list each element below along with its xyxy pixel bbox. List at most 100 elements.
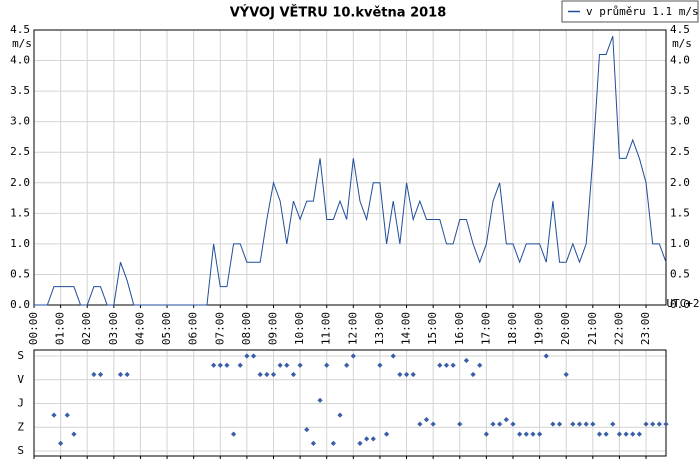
direction-point [230, 431, 237, 437]
legend-label: v průměru 1.1 m/s [586, 5, 699, 18]
direction-point [297, 362, 303, 368]
direction-point [244, 353, 250, 359]
y-tick-label-right: 4.5 [670, 23, 690, 36]
direction-point [390, 353, 396, 359]
y-tick-label: 0.5 [10, 267, 30, 280]
direction-point [656, 421, 662, 427]
y-tick-label-right: 2.0 [670, 176, 690, 189]
x-tick-label: 10:00 [293, 312, 306, 345]
x-tick-label: 04:00 [133, 312, 146, 345]
direction-point [344, 362, 350, 368]
direction-point [543, 353, 549, 359]
y-tick-label: 4.0 [10, 54, 30, 67]
direction-point [437, 362, 443, 368]
direction-point [290, 371, 297, 378]
y-tick-label: 0.0 [10, 298, 30, 311]
direction-point [463, 357, 470, 364]
y-tick-label-right: 2.5 [670, 145, 690, 158]
y-tick-label-right: 3.5 [670, 84, 690, 97]
x-tick-label: 12:00 [346, 312, 359, 345]
x-tick-label: 23:00 [639, 312, 652, 345]
y-tick-label-right: 1.0 [670, 237, 690, 250]
direction-point [377, 362, 383, 368]
direction-point [497, 421, 503, 427]
x-tick-label: 01:00 [54, 312, 67, 345]
x-tick-label: 22:00 [612, 312, 625, 345]
x-tick-label: 19:00 [533, 312, 546, 345]
direction-point [563, 371, 569, 378]
direction-point [550, 421, 556, 427]
x-axis-label: UTC+2 [666, 297, 699, 310]
direction-point [317, 397, 323, 403]
y-tick-label: 3.5 [10, 84, 30, 97]
direction-point [630, 431, 636, 437]
x-tick-label: 06:00 [187, 312, 200, 345]
x-tick-label: 15:00 [426, 312, 439, 345]
direction-point [443, 362, 450, 368]
x-tick-label: 14:00 [400, 312, 413, 345]
direction-point [663, 421, 669, 427]
y-tick-label: S [17, 349, 24, 362]
y-tick-label: Z [17, 420, 24, 433]
y-axis-label-right: m/s [672, 37, 692, 50]
x-tick-label: 02:00 [80, 312, 93, 345]
y-tick-label: S [17, 444, 24, 457]
direction-point [517, 431, 523, 437]
direction-point [423, 416, 430, 423]
direction-point [616, 431, 623, 437]
direction-point [650, 421, 656, 427]
direction-point [483, 431, 489, 437]
y-tick-label-right: 0.0 [670, 298, 690, 311]
direction-point [71, 431, 77, 437]
direction-point [284, 362, 290, 368]
y-tick-label: 4.5 [10, 23, 30, 36]
x-tick-label: 07:00 [213, 312, 226, 345]
direction-point [530, 431, 536, 437]
x-tick-label: 00:00 [27, 312, 40, 345]
x-tick-label: 20:00 [559, 312, 572, 345]
direction-point [596, 431, 603, 437]
direction-point [643, 421, 649, 427]
direction-point [490, 421, 496, 427]
direction-point [383, 431, 390, 437]
y-tick-label-right: 3.0 [670, 115, 690, 128]
direction-point [570, 421, 576, 427]
x-tick-label: 03:00 [107, 312, 120, 345]
y-tick-label-right: 4.0 [670, 54, 690, 67]
direction-point [357, 440, 363, 446]
direction-point [523, 431, 529, 437]
direction-point [623, 431, 629, 437]
y-tick-label: 2.5 [10, 145, 30, 158]
wind-line [34, 35, 667, 306]
direction-point [237, 362, 243, 368]
x-tick-label: 21:00 [586, 312, 599, 345]
y-axis-label: m/s [12, 37, 32, 50]
x-tick-label: 09:00 [266, 312, 279, 345]
direction-point [250, 353, 257, 359]
direction-point [364, 436, 370, 442]
legend-box [561, 0, 699, 23]
direction-point [556, 421, 563, 427]
plot-frame [33, 349, 667, 457]
direction-point [97, 371, 104, 378]
direction-point [397, 371, 403, 378]
direction-point [264, 371, 270, 378]
direction-point [224, 362, 230, 368]
direction-point [417, 421, 423, 427]
direction-point [270, 371, 277, 378]
direction-point [64, 412, 70, 418]
direction-point [403, 371, 410, 378]
direction-point [124, 371, 130, 378]
y-tick-label: J [17, 397, 24, 410]
direction-point [450, 362, 456, 368]
y-tick-label: 3.0 [10, 115, 30, 128]
x-tick-label: 08:00 [240, 312, 253, 345]
direction-point [576, 421, 583, 427]
direction-point [277, 362, 283, 368]
direction-point [91, 371, 97, 378]
chart-title: VÝVOJ VĚTRU 10.května 2018 [230, 5, 447, 21]
direction-point [477, 362, 483, 368]
y-tick-label: 2.0 [10, 176, 30, 189]
direction-point [324, 362, 330, 368]
